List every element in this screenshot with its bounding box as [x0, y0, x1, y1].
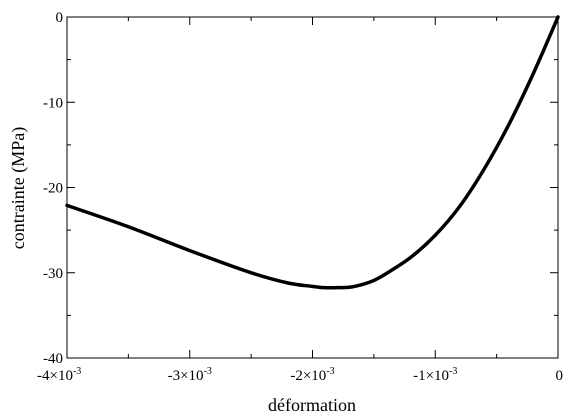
x-tick-label: 0	[556, 368, 564, 384]
y-axis-label: contrainte (MPa)	[8, 127, 29, 249]
y-tick-label: -20	[43, 181, 63, 197]
y-tick-label: -30	[43, 266, 63, 282]
x-tick-label: -3×10-3	[168, 366, 212, 384]
y-tick-label: -40	[43, 351, 63, 367]
y-tick-label: 0	[56, 10, 64, 26]
x-axis-label: déformation	[268, 395, 356, 415]
y-tick-label: -10	[43, 95, 63, 111]
plot-frame	[66, 16, 559, 359]
x-tick-label: -1×10-3	[413, 366, 457, 384]
stress-strain-curve	[65, 15, 560, 290]
x-tick-label: -4×10-3	[37, 366, 81, 384]
x-tick-label: -2×10-3	[290, 366, 334, 384]
y-axis-ticks: 0 -10 -20 -30 -40	[43, 10, 558, 367]
x-axis-ticks: -4×10-3 -3×10-3 -2×10-3 -1×10-3 0	[37, 17, 563, 384]
